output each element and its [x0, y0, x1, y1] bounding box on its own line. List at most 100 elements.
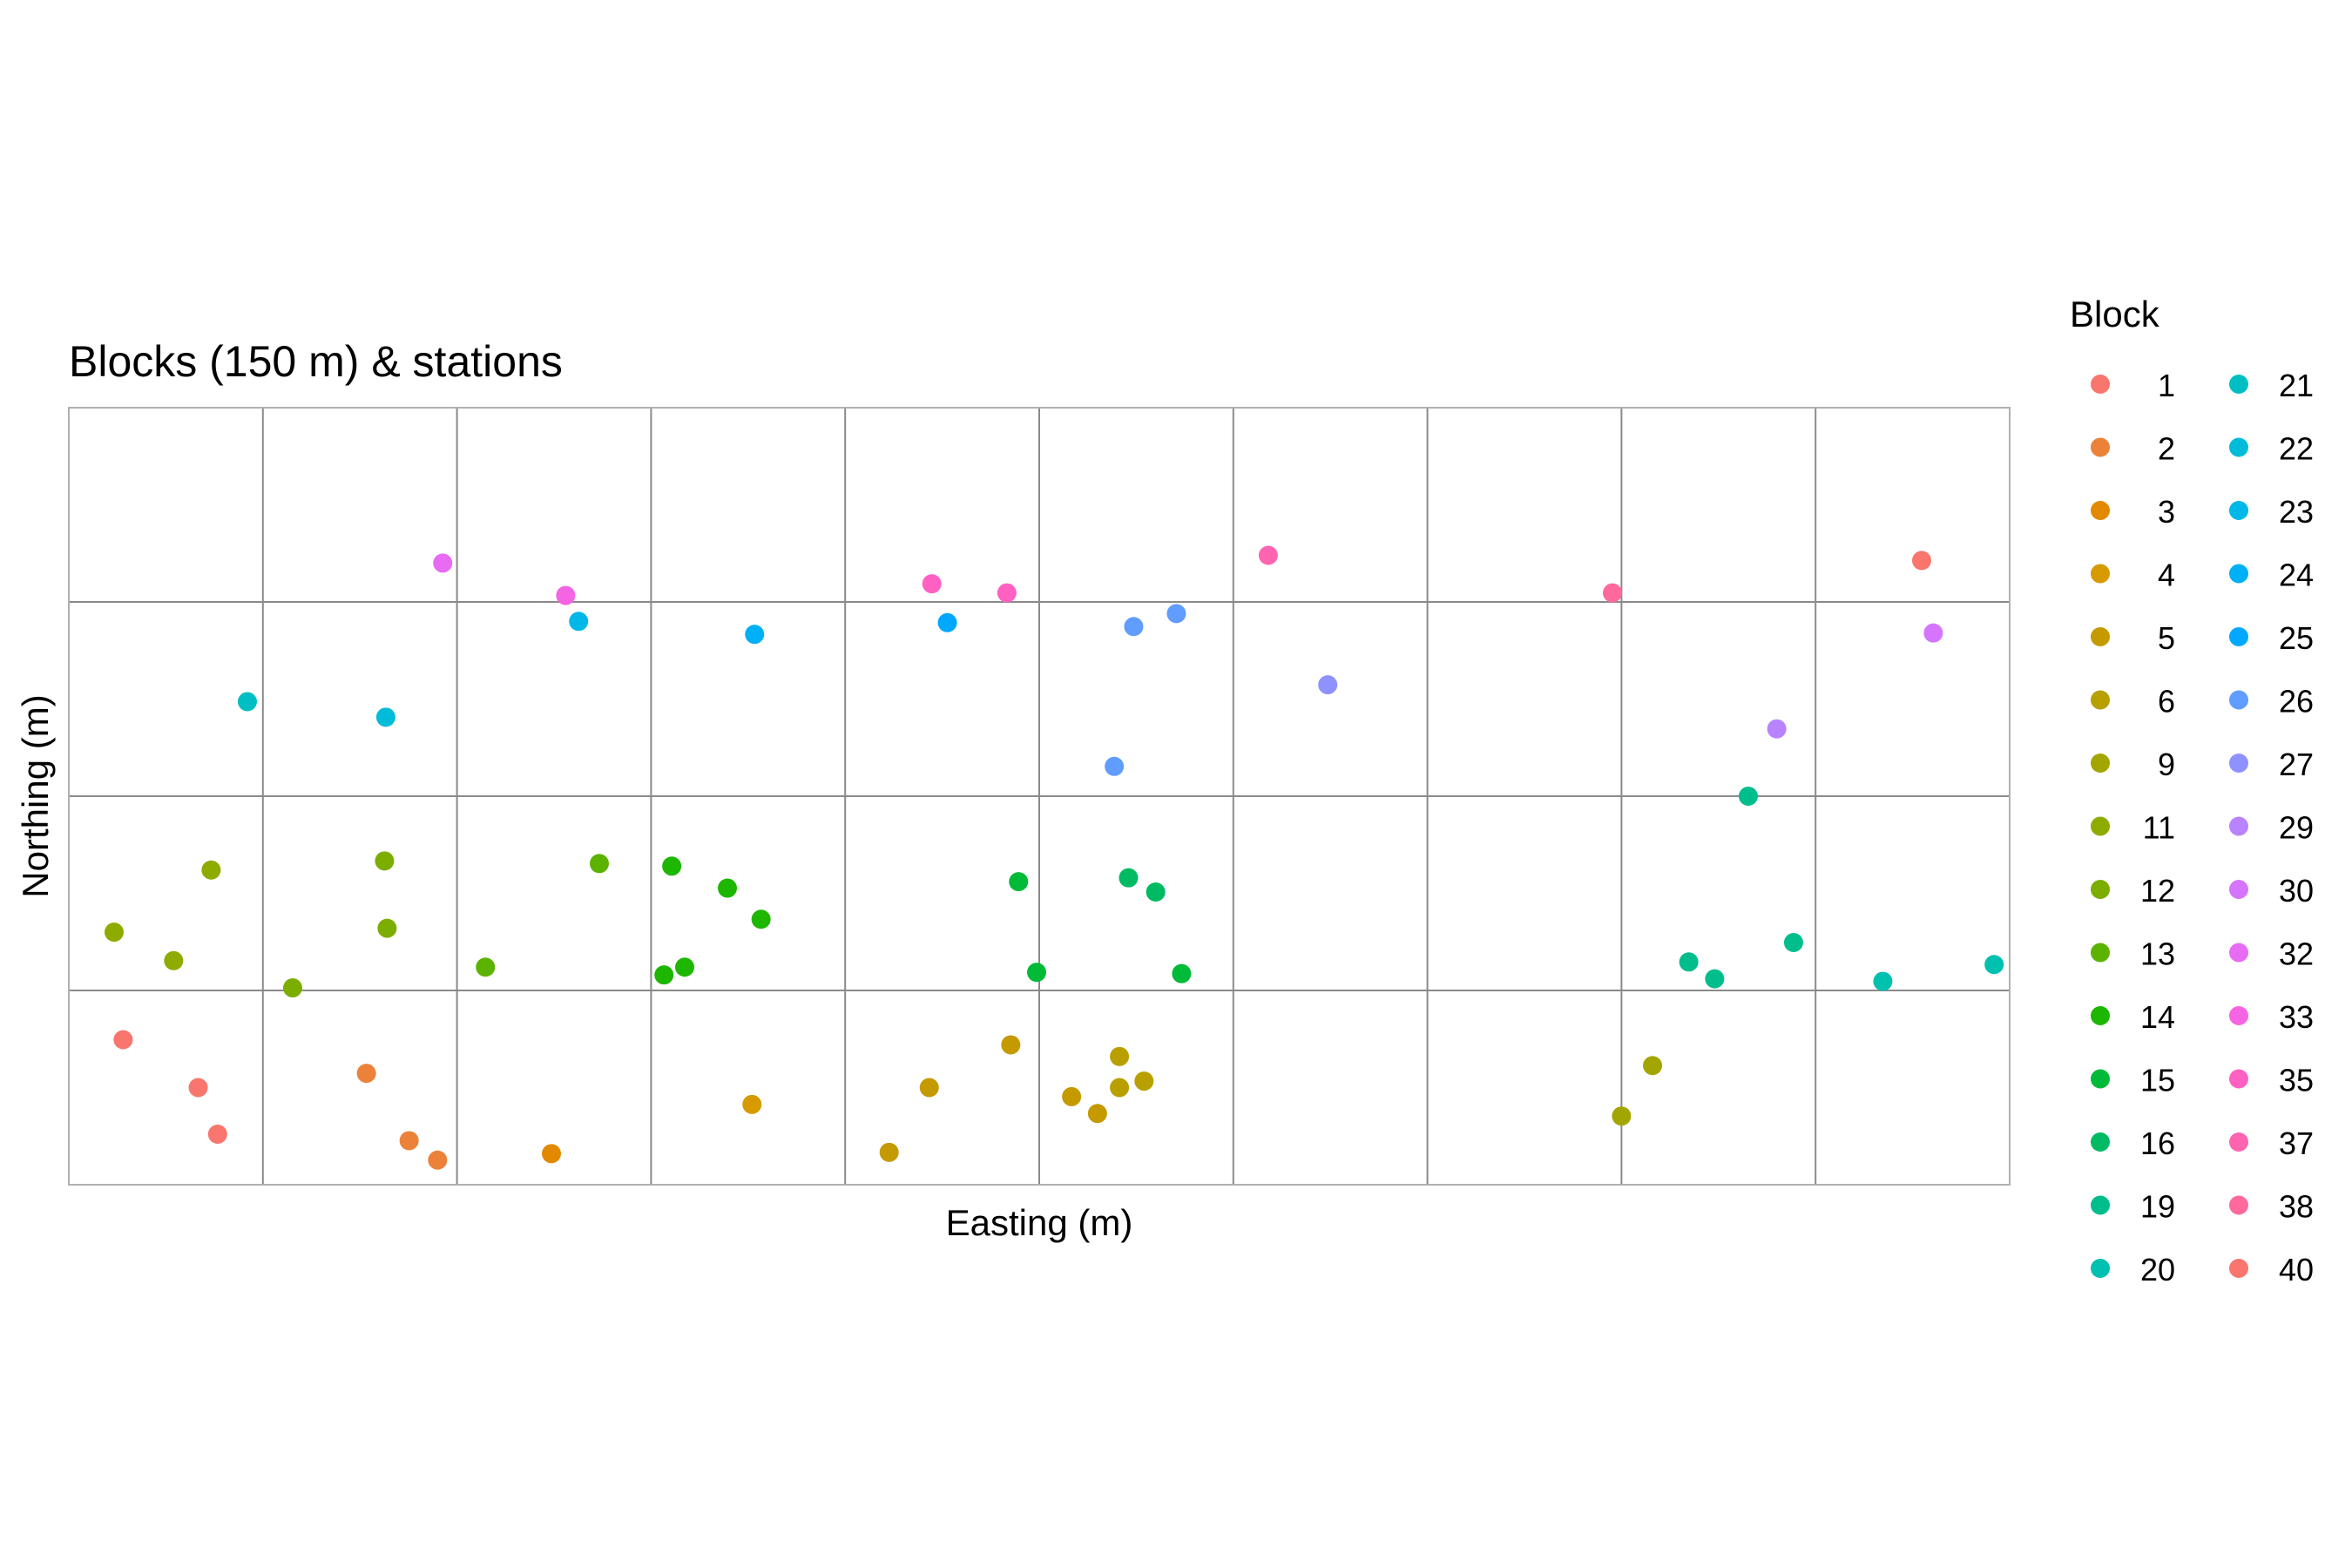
- point-block-30-0: [1923, 623, 1943, 643]
- legend-key-26: [2229, 690, 2248, 710]
- point-block-27-0: [1318, 675, 1338, 695]
- legend-label-24: 24: [2279, 558, 2314, 593]
- legend-label-29: 29: [2279, 810, 2314, 846]
- legend-key-4: [2091, 564, 2110, 584]
- legend-key-11: [2091, 816, 2110, 836]
- legend-label-32: 32: [2279, 936, 2314, 972]
- legend-label-15: 15: [2140, 1063, 2175, 1098]
- legend-key-32: [2229, 943, 2248, 963]
- point-block-37-0: [1258, 545, 1278, 565]
- point-block-35-0: [922, 574, 942, 594]
- legend-label-26: 26: [2279, 684, 2314, 720]
- point-block-2-0: [356, 1064, 376, 1084]
- legend-label-1: 1: [2158, 368, 2175, 403]
- point-block-15-2: [1172, 963, 1192, 983]
- point-block-16-1: [1146, 882, 1166, 902]
- legend-key-6: [2091, 690, 2110, 710]
- point-block-11-1: [164, 950, 184, 970]
- legend-label-11: 11: [2143, 810, 2175, 846]
- y-axis-label: Northing (m): [15, 694, 56, 897]
- point-block-23-0: [569, 612, 589, 632]
- plot-panel-border: [68, 407, 2011, 1186]
- legend-label-38: 38: [2279, 1189, 2314, 1225]
- point-block-22-0: [375, 707, 395, 727]
- point-block-33-0: [556, 585, 576, 605]
- legend-key-12: [2091, 880, 2110, 899]
- legend-key-23: [2229, 501, 2248, 520]
- point-block-35-1: [997, 583, 1017, 603]
- point-block-6-2: [1134, 1071, 1154, 1092]
- legend-label-14: 14: [2140, 999, 2175, 1035]
- data-points: [104, 545, 2004, 1170]
- point-block-9-1: [1643, 1056, 1663, 1076]
- legend-label-37: 37: [2279, 1125, 2314, 1161]
- point-block-13-0: [476, 957, 496, 977]
- point-block-12-1: [375, 851, 395, 871]
- legend-key-15: [2091, 1069, 2110, 1089]
- legend-key-21: [2229, 375, 2248, 394]
- point-block-25-0: [937, 612, 957, 632]
- point-block-14-4: [751, 909, 771, 929]
- point-block-13-1: [589, 854, 609, 874]
- legend-key-9: [2091, 754, 2110, 773]
- legend-key-2: [2091, 437, 2110, 457]
- legend-label-40: 40: [2279, 1252, 2314, 1288]
- legend-key-24: [2229, 564, 2248, 584]
- point-block-26-2: [1166, 604, 1186, 624]
- point-block-5-2: [1001, 1035, 1021, 1055]
- legend-label-20: 20: [2140, 1252, 2175, 1288]
- point-block-29-0: [1767, 719, 1787, 739]
- point-block-12-2: [377, 918, 397, 938]
- x-axis-label: Easting (m): [946, 1202, 1133, 1243]
- point-block-1-0: [113, 1030, 133, 1050]
- legend-key-1: [2091, 375, 2110, 394]
- point-block-1-2: [207, 1125, 227, 1145]
- legend-label-33: 33: [2279, 999, 2314, 1035]
- legend-key-29: [2229, 816, 2248, 836]
- legend-label-30: 30: [2279, 873, 2314, 909]
- legend-key-33: [2229, 1006, 2248, 1025]
- point-block-6-0: [1110, 1046, 1130, 1066]
- point-block-40-0: [1911, 551, 1931, 571]
- point-block-14-0: [654, 965, 674, 985]
- point-block-5-4: [1087, 1104, 1107, 1124]
- point-block-16-0: [1119, 868, 1139, 888]
- legend-label-3: 3: [2158, 494, 2175, 530]
- point-block-12-0: [282, 978, 302, 998]
- point-block-4-0: [742, 1094, 762, 1114]
- legend-label-19: 19: [2140, 1189, 2175, 1225]
- point-block-3-0: [542, 1144, 562, 1164]
- point-block-19-1: [1705, 969, 1725, 989]
- point-block-19-0: [1679, 952, 1699, 972]
- point-block-2-1: [399, 1131, 419, 1151]
- point-block-19-3: [1783, 932, 1803, 952]
- legend-label-35: 35: [2279, 1063, 2314, 1098]
- legend-key-19: [2091, 1195, 2110, 1215]
- legend: Block 1234569111213141516192021222324252…: [2070, 294, 2314, 1288]
- point-block-26-0: [1105, 756, 1125, 776]
- point-block-1-1: [188, 1078, 208, 1098]
- point-block-21-0: [237, 692, 257, 712]
- point-block-38-0: [1603, 583, 1623, 603]
- point-block-14-3: [718, 878, 738, 898]
- point-block-5-3: [1062, 1086, 1082, 1106]
- legend-key-30: [2229, 880, 2248, 899]
- point-block-14-1: [662, 856, 682, 876]
- legend-label-25: 25: [2279, 620, 2314, 656]
- legend-key-20: [2091, 1259, 2110, 1278]
- legend-key-27: [2229, 754, 2248, 773]
- point-block-2-2: [428, 1150, 448, 1170]
- point-block-14-2: [675, 957, 695, 977]
- legend-label-12: 12: [2140, 873, 2175, 909]
- legend-label-21: 21: [2279, 368, 2314, 403]
- legend-label-13: 13: [2140, 936, 2175, 972]
- legend-key-40: [2229, 1259, 2248, 1278]
- legend-key-16: [2091, 1132, 2110, 1152]
- chart-title: Blocks (150 m) & stations: [69, 337, 563, 386]
- point-block-5-1: [919, 1078, 939, 1098]
- point-block-15-0: [1027, 963, 1047, 983]
- point-block-20-0: [1873, 971, 1893, 991]
- legend-label-9: 9: [2158, 747, 2175, 782]
- legend-label-4: 4: [2158, 558, 2175, 593]
